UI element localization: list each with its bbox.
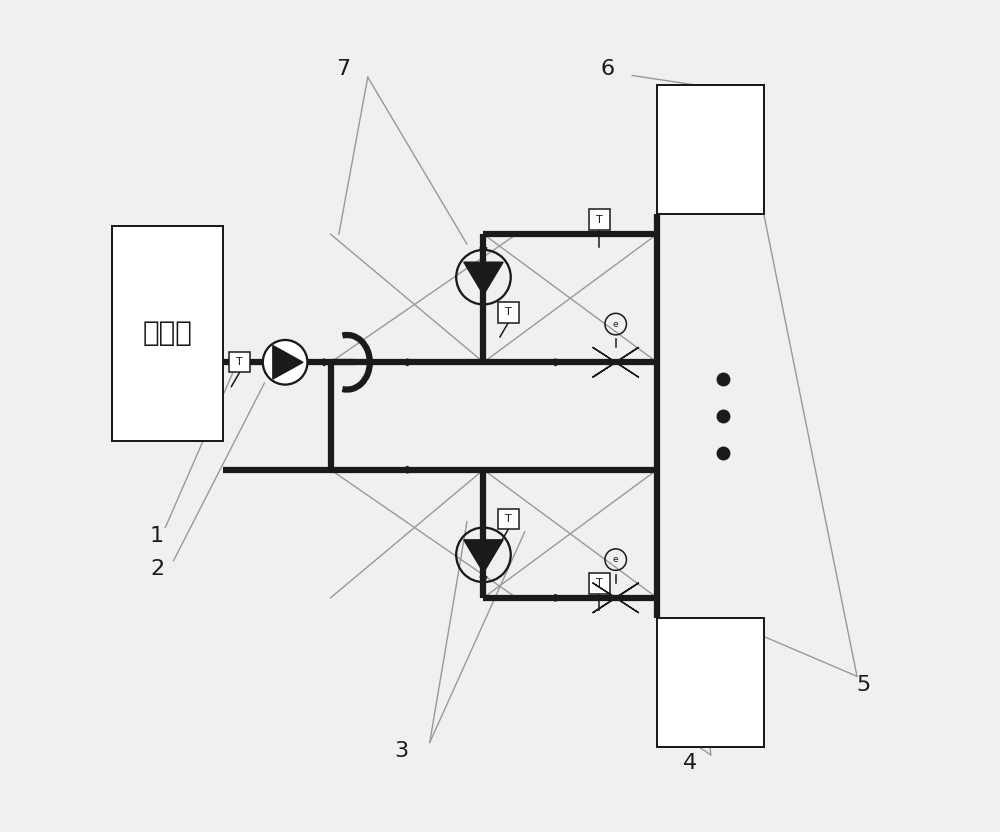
Bar: [498, 302, 519, 323]
Bar: [589, 210, 610, 230]
Bar: [498, 508, 519, 529]
Bar: [112, 226, 223, 441]
Polygon shape: [593, 582, 639, 613]
Bar: [589, 573, 610, 594]
Text: T: T: [505, 307, 512, 317]
Text: e: e: [613, 319, 619, 329]
Text: 4: 4: [683, 753, 697, 773]
Text: T: T: [236, 357, 243, 367]
Text: 1: 1: [150, 526, 164, 546]
Text: T: T: [505, 514, 512, 524]
Bar: [657, 86, 764, 214]
Polygon shape: [593, 347, 639, 378]
Text: 3: 3: [394, 740, 408, 760]
Bar: [657, 618, 764, 746]
Polygon shape: [273, 345, 303, 379]
Text: 6: 6: [600, 59, 615, 79]
Polygon shape: [464, 262, 503, 295]
Polygon shape: [464, 540, 503, 572]
Text: 5: 5: [857, 675, 871, 695]
Text: 2: 2: [150, 559, 164, 579]
Text: 7: 7: [336, 59, 350, 79]
Text: T: T: [596, 578, 603, 588]
Text: e: e: [613, 555, 619, 564]
Text: T: T: [596, 215, 603, 225]
Polygon shape: [593, 582, 639, 613]
Circle shape: [263, 340, 307, 384]
Polygon shape: [593, 347, 639, 378]
Text: 能源站: 能源站: [142, 319, 192, 347]
Bar: [229, 352, 250, 372]
